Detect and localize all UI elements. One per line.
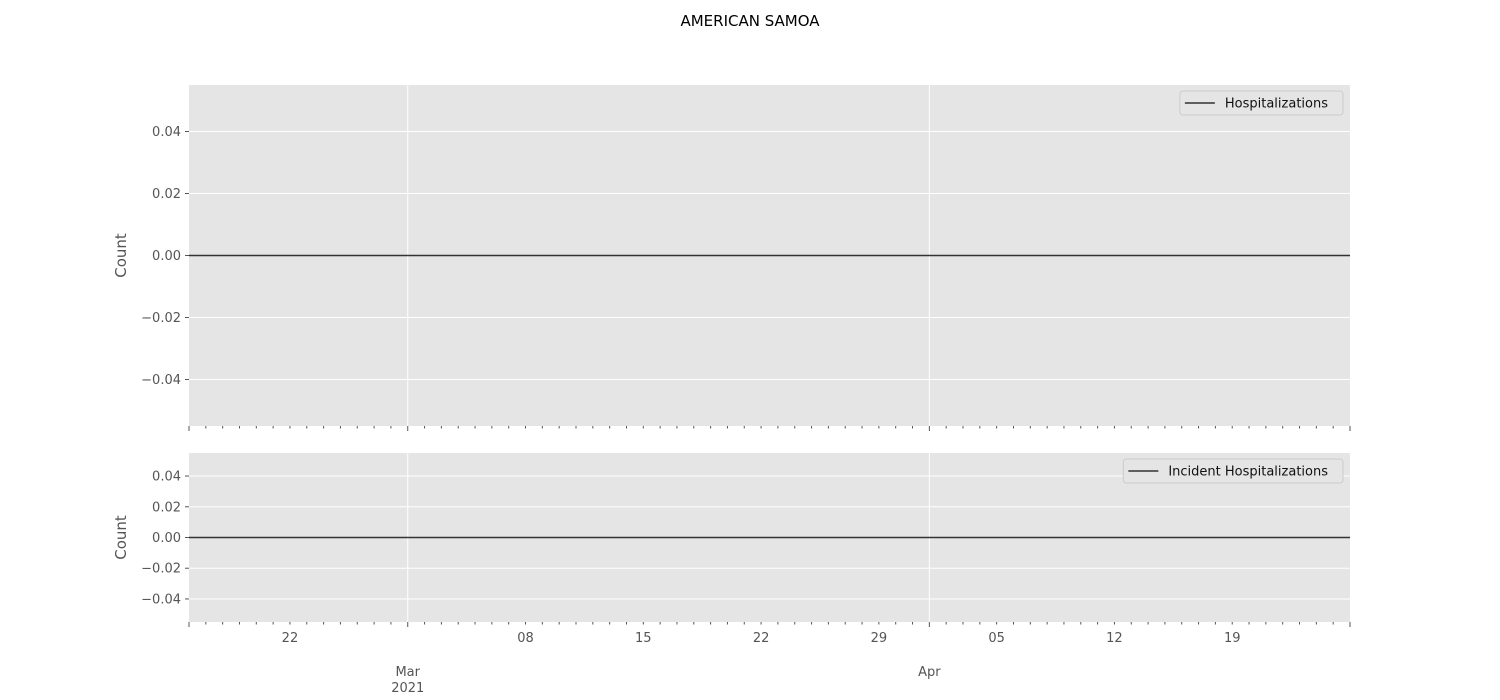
x-tick-label: 22 [753,631,770,646]
x-month-label: Mar [395,665,420,680]
y-axis-label: Count [112,233,130,278]
y-tick-label: −0.04 [141,592,181,607]
x-tick-label: 22 [282,631,299,646]
y-tick-label: 0.02 [152,500,181,515]
legend-box [1122,458,1344,484]
x-tick-label: 08 [517,631,534,646]
y-tick-label: −0.02 [141,311,181,326]
y-tick-label: −0.04 [141,373,181,388]
hospitalizations-panel: 0.04 0.02 0.00 −0.02 −0.04 Count Hospitalizati… [112,85,1351,431]
y-tick-label: −0.02 [141,562,181,577]
legend-label: Hospitalizations [1225,97,1328,112]
y-tick-label: 0.04 [152,470,181,485]
y-tick-label: 0.04 [152,125,181,140]
y-tick-label: 0.02 [152,187,181,202]
x-tick-label: 12 [1106,631,1123,646]
x-tick-label: 29 [871,631,888,646]
y-tick-label: 0.00 [152,249,181,264]
x-tick-label: 05 [988,631,1005,646]
legend: Incident Hospitalizations [1122,458,1344,484]
legend: Hospitalizations [1179,90,1344,116]
x-month-label: Apr [918,665,941,680]
x-year-label: 2021 [391,681,424,696]
y-axis-label: Count [112,515,130,560]
y-tick-label: 0.00 [152,531,181,546]
incident-hospitalizations-panel: 0.04 0.02 0.00 −0.02 −0.04 Count Incident Hosp… [112,453,1351,696]
legend-box [1179,90,1344,116]
x-tick-label: 19 [1224,631,1241,646]
legend-label: Incident Hospitalizations [1168,465,1328,480]
chart-title: AMERICAN SAMOA [680,12,820,30]
x-tick-label: 15 [635,631,652,646]
